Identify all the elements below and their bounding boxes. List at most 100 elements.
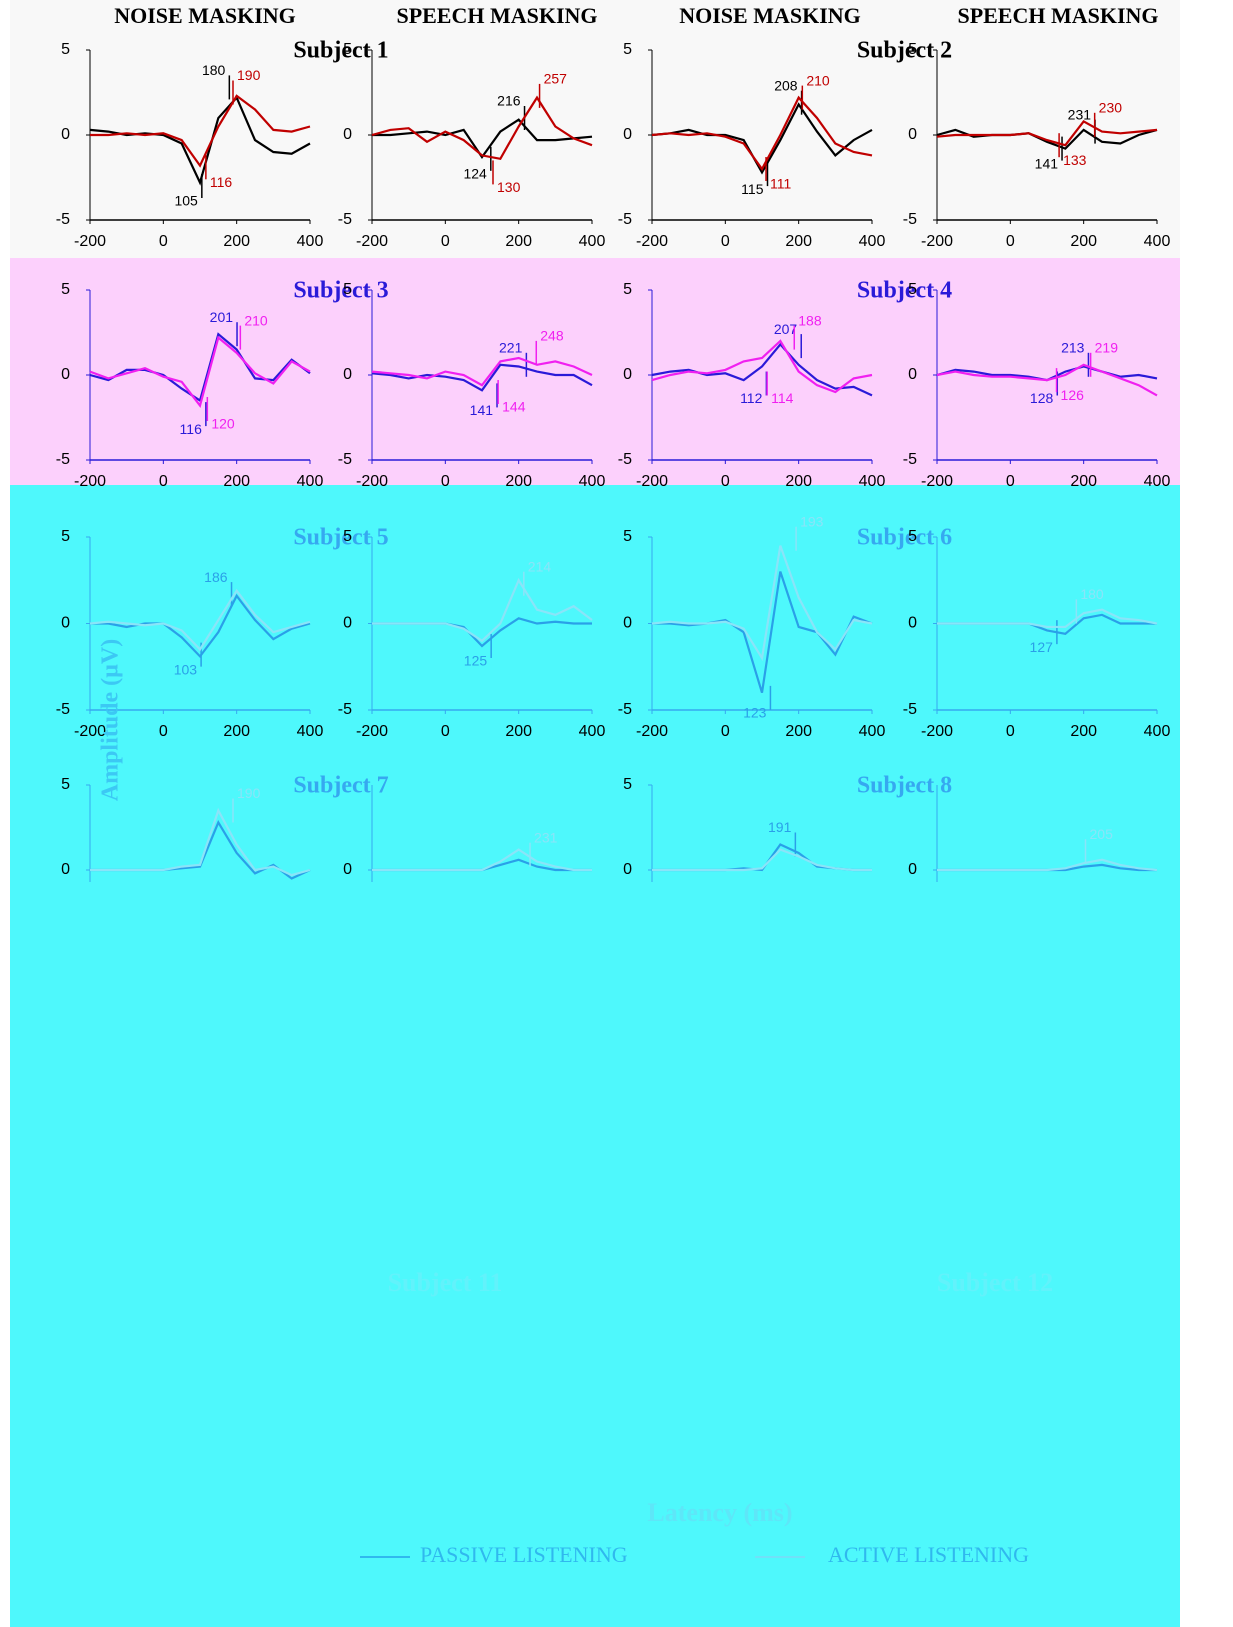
peak-label: 190	[237, 67, 261, 83]
peak-label: 219	[1095, 340, 1119, 356]
y-tick-label: 5	[623, 528, 632, 545]
peak-label: 116	[180, 421, 203, 437]
chart-title: Subject 5	[293, 525, 388, 551]
y-tick-label: 0	[908, 366, 917, 383]
peak-label: 210	[244, 312, 268, 328]
x-tick-label: 400	[859, 723, 886, 740]
peak-label: 120	[211, 416, 235, 432]
peak-label: 125	[464, 653, 488, 669]
x-tick-label: -200	[921, 233, 953, 250]
y-tick-label: -5	[338, 701, 352, 718]
peak-label: 188	[798, 312, 822, 328]
chart-title: Subject 4	[857, 278, 952, 304]
waveform	[89, 588, 311, 652]
y-tick-label: -5	[618, 701, 632, 718]
peak-label: 221	[499, 340, 523, 356]
y-tick-label: 5	[623, 41, 632, 58]
y-tick-label: 5	[623, 281, 632, 298]
waveform	[651, 339, 873, 394]
y-tick-label: -5	[903, 701, 917, 718]
x-tick-label: 200	[1070, 723, 1097, 740]
x-tick-label: 400	[579, 473, 606, 490]
x-tick-label: 0	[441, 723, 450, 740]
x-tick-label: 200	[505, 233, 532, 250]
x-tick-label: 0	[441, 473, 450, 490]
waveform	[89, 95, 311, 186]
x-tick-label: 400	[1144, 233, 1171, 250]
x-tick-label: 0	[1006, 473, 1015, 490]
x-tick-label: -200	[636, 473, 668, 490]
x-tick-label: -200	[921, 473, 953, 490]
waveform	[90, 94, 311, 168]
y-tick-label: 0	[908, 861, 917, 878]
x-tick-label: 400	[859, 473, 886, 490]
y-tick-label: 0	[343, 615, 352, 632]
waveform	[936, 363, 1158, 397]
x-tick-label: -200	[921, 723, 953, 740]
x-tick-label: -200	[74, 723, 106, 740]
column-title: SPEECH MASKING	[396, 3, 597, 28]
waveform	[651, 342, 873, 397]
peak-label: 231	[1068, 106, 1092, 122]
y-tick-label: 5	[61, 41, 70, 58]
x-tick-label: 200	[1070, 473, 1097, 490]
column-title: SPEECH MASKING	[957, 3, 1158, 28]
x-tick-label: 200	[785, 473, 812, 490]
chart-title: Subject 3	[293, 278, 388, 304]
legend-label: PASSIVE LISTENING	[420, 1542, 628, 1567]
x-tick-label: 400	[1144, 473, 1171, 490]
waveform	[372, 848, 592, 872]
peak-label: 231	[534, 829, 558, 845]
waveform	[371, 95, 593, 161]
peak-label: 210	[806, 72, 830, 88]
y-tick-label: -5	[56, 701, 70, 718]
peak-label: 127	[1030, 639, 1054, 655]
peak-label: 144	[502, 399, 526, 415]
y-tick-label: 0	[343, 366, 352, 383]
waveform	[652, 571, 873, 694]
x-tick-label: 400	[579, 723, 606, 740]
peak-label: 205	[1090, 826, 1114, 842]
y-tick-label: 5	[908, 281, 917, 298]
y-tick-label: 5	[61, 776, 70, 793]
waveform	[371, 356, 593, 387]
x-tick-label: 400	[579, 233, 606, 250]
x-tick-label: 0	[159, 723, 168, 740]
x-tick-label: 0	[159, 473, 168, 490]
x-tick-label: 0	[1006, 723, 1015, 740]
y-tick-label: -5	[903, 211, 917, 228]
y-axis-label: Amplitude (µV)	[98, 639, 124, 802]
x-tick-label: 200	[223, 233, 250, 250]
x-tick-label: -200	[356, 473, 388, 490]
peak-label: 126	[1061, 387, 1085, 403]
x-tick-label: 0	[441, 233, 450, 250]
y-tick-label: 0	[908, 126, 917, 143]
x-tick-label: -200	[356, 723, 388, 740]
x-tick-label: 400	[297, 233, 324, 250]
y-tick-label: 0	[61, 861, 70, 878]
peak-label: 186	[204, 569, 228, 585]
waveform	[651, 102, 873, 175]
peak-label: 180	[202, 62, 226, 78]
y-tick-label: 0	[623, 366, 632, 383]
y-tick-label: 5	[908, 528, 917, 545]
x-tick-label: 0	[159, 233, 168, 250]
column-title: NOISE MASKING	[679, 3, 861, 28]
waveform	[89, 335, 311, 409]
peak-label: 190	[237, 785, 261, 801]
y-tick-label: 5	[61, 528, 70, 545]
hidden-title: Subject 11	[388, 1268, 503, 1297]
y-tick-label: 5	[343, 528, 352, 545]
x-tick-label: 200	[785, 233, 812, 250]
x-tick-label: 400	[859, 233, 886, 250]
chart-title: Subject 7	[293, 773, 388, 799]
y-tick-label: 5	[623, 776, 632, 793]
y-tick-label: 0	[61, 615, 70, 632]
peak-label: 115	[741, 181, 764, 197]
peak-label: 112	[740, 390, 763, 406]
peak-label: 257	[544, 71, 568, 87]
cover	[10, 882, 1180, 1627]
x-tick-label: -200	[636, 723, 668, 740]
x-tick-label: 400	[297, 723, 324, 740]
peak-label: 128	[1030, 390, 1054, 406]
